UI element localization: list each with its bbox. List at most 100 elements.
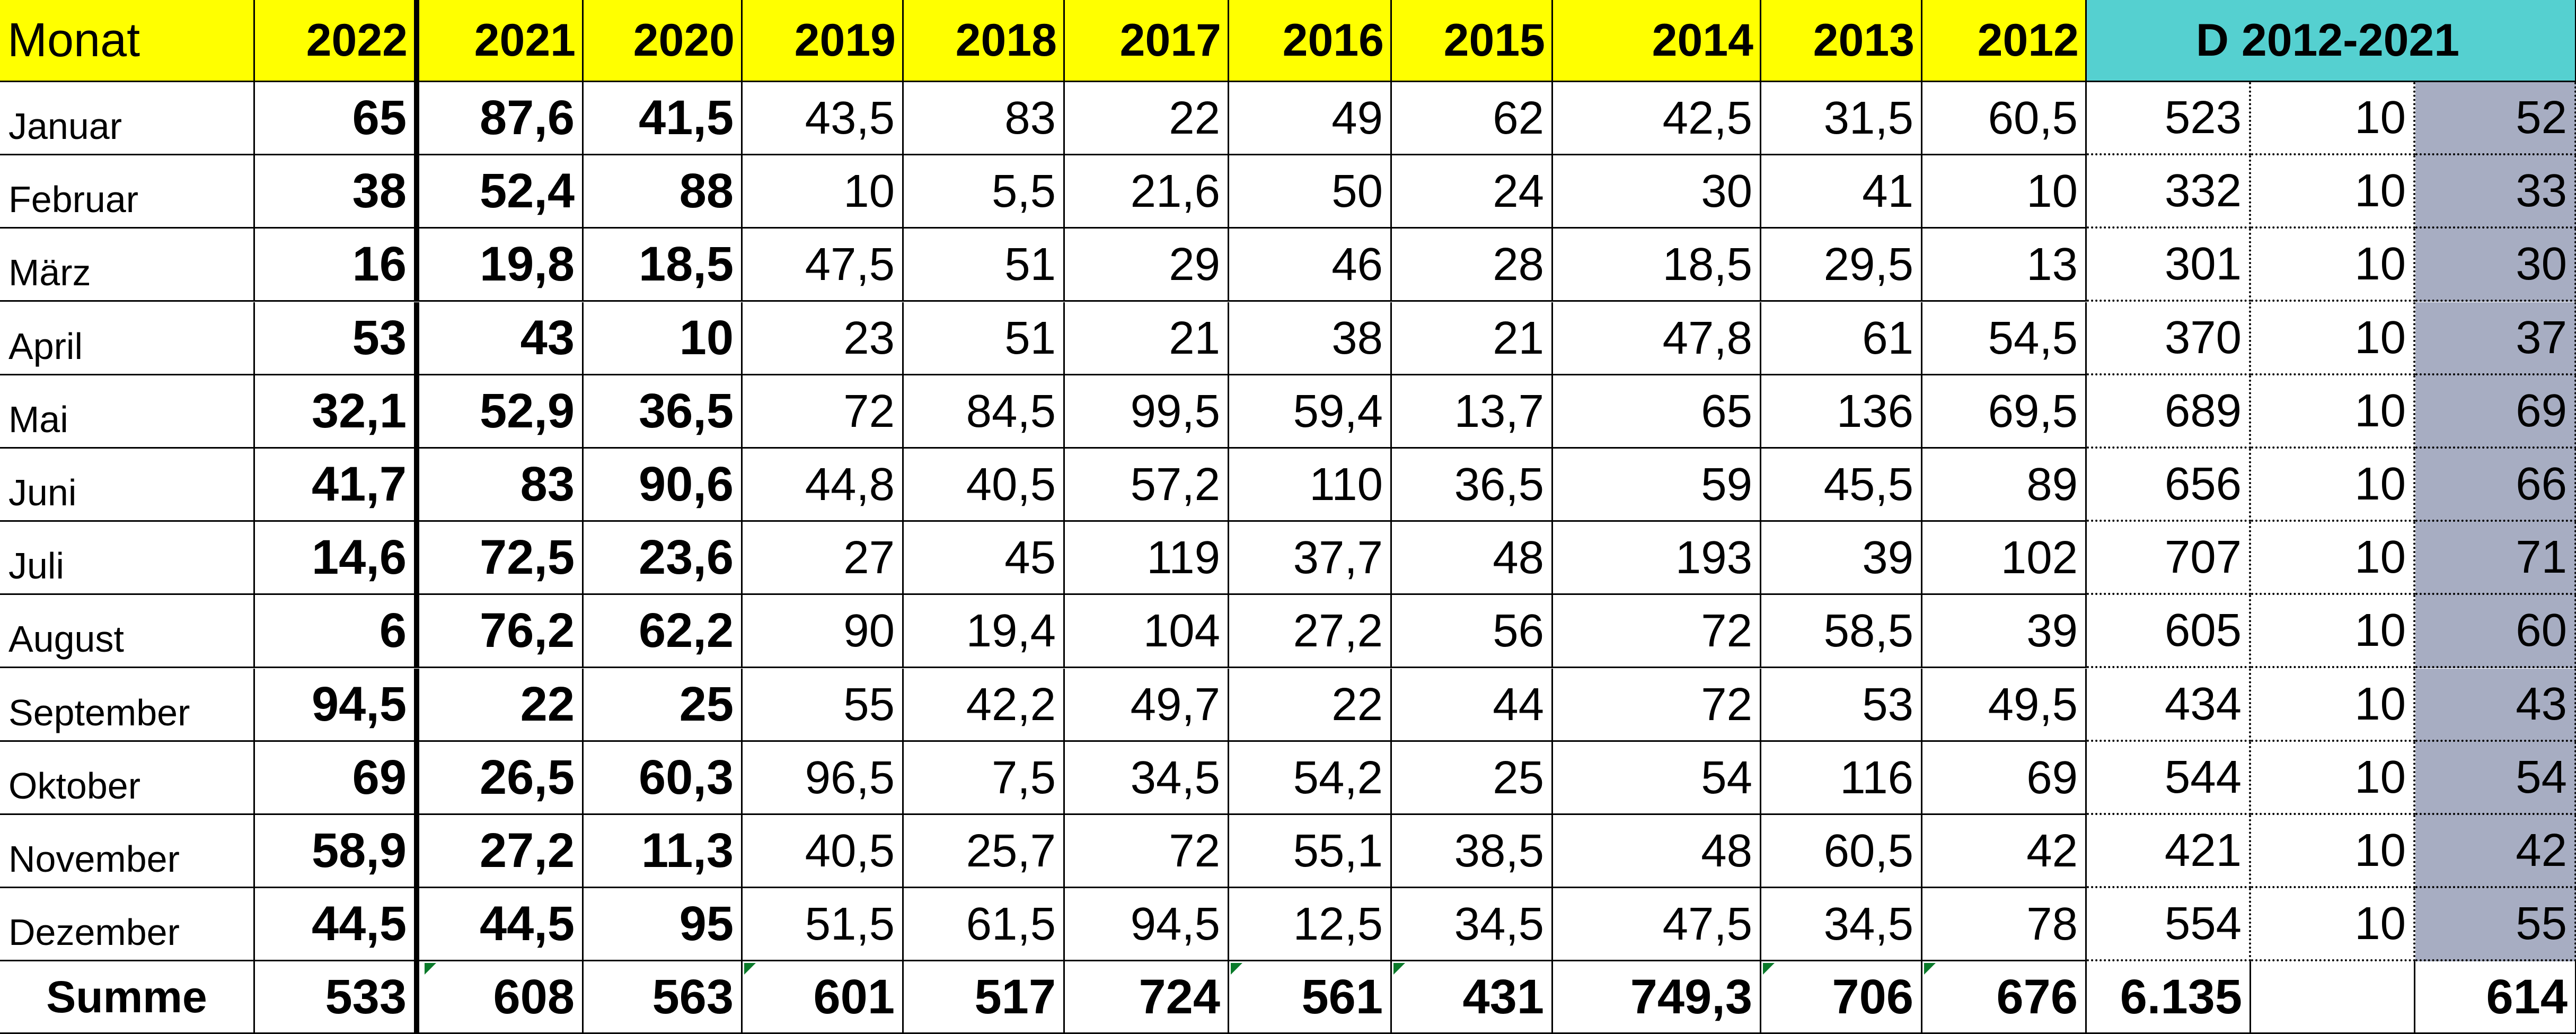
value-cell: 44	[1392, 669, 1553, 742]
count-cell: 10	[2251, 155, 2415, 229]
value-cell: 28	[1392, 229, 1553, 302]
value-cell: 12,5	[1229, 888, 1392, 961]
value-cell: 6	[255, 595, 419, 668]
value-cell: 49,5	[1922, 669, 2087, 742]
total-value: 601	[743, 961, 904, 1034]
value-cell: 69	[1922, 742, 2087, 815]
total-value: 517	[904, 961, 1065, 1034]
month-label: April	[0, 302, 255, 375]
sum-cell: 370	[2087, 302, 2251, 375]
average-cell: 55	[2415, 888, 2576, 961]
value-cell: 32,1	[255, 375, 419, 449]
value-cell: 41,5	[584, 82, 743, 155]
value-cell: 83	[904, 82, 1065, 155]
value-cell: 5,5	[904, 155, 1065, 229]
value-cell: 76,2	[419, 595, 584, 668]
value-cell: 59	[1553, 449, 1761, 522]
header-year: 2021	[419, 0, 584, 82]
sum-cell: 707	[2087, 522, 2251, 595]
average-cell: 37	[2415, 302, 2576, 375]
average-cell: 43	[2415, 669, 2576, 742]
value-cell: 39	[1761, 522, 1922, 595]
month-label: Juli	[0, 522, 255, 595]
value-cell: 36,5	[1392, 449, 1553, 522]
sum-cell: 523	[2087, 82, 2251, 155]
value-cell: 65	[255, 82, 419, 155]
value-cell: 57,2	[1065, 449, 1229, 522]
value-cell: 65	[1553, 375, 1761, 449]
value-cell: 51,5	[743, 888, 904, 961]
value-cell: 21	[1392, 302, 1553, 375]
value-cell: 61,5	[904, 888, 1065, 961]
value-cell: 56	[1392, 595, 1553, 668]
value-cell: 19,4	[904, 595, 1065, 668]
value-cell: 116	[1761, 742, 1922, 815]
value-cell: 60,5	[1761, 815, 1922, 888]
total-value: 724	[1065, 961, 1229, 1034]
value-cell: 23,6	[584, 522, 743, 595]
month-label: März	[0, 229, 255, 302]
empty-cell	[2251, 961, 2415, 1034]
header-year: 2014	[1553, 0, 1761, 82]
value-cell: 95	[584, 888, 743, 961]
total-value: 706	[1761, 961, 1922, 1034]
error-indicator	[744, 963, 756, 975]
total-value: 676	[1922, 961, 2087, 1034]
month-label: September	[0, 669, 255, 742]
value-cell: 47,5	[743, 229, 904, 302]
value-cell: 24	[1392, 155, 1553, 229]
average-cell: 66	[2415, 449, 2576, 522]
value-cell: 40,5	[743, 815, 904, 888]
value-cell: 10	[584, 302, 743, 375]
value-cell: 45,5	[1761, 449, 1922, 522]
sum-cell: 434	[2087, 669, 2251, 742]
value-cell: 94,5	[1065, 888, 1229, 961]
total-value: 749,3	[1553, 961, 1761, 1034]
value-cell: 10	[1922, 155, 2087, 229]
value-cell: 43	[419, 302, 584, 375]
sum-cell: 421	[2087, 815, 2251, 888]
header-month: Monat	[0, 0, 255, 82]
value-cell: 60,3	[584, 742, 743, 815]
count-cell: 10	[2251, 595, 2415, 668]
value-cell: 42	[1922, 815, 2087, 888]
value-cell: 193	[1553, 522, 1761, 595]
total-value: 533	[255, 961, 419, 1034]
header-year: 2016	[1229, 0, 1392, 82]
value-cell: 61	[1761, 302, 1922, 375]
average-cell: 69	[2415, 375, 2576, 449]
value-cell: 72	[1065, 815, 1229, 888]
count-cell: 10	[2251, 449, 2415, 522]
value-cell: 39	[1922, 595, 2087, 668]
month-label: Juni	[0, 449, 255, 522]
value-cell: 43,5	[743, 82, 904, 155]
value-cell: 29,5	[1761, 229, 1922, 302]
value-cell: 23	[743, 302, 904, 375]
value-cell: 62	[1392, 82, 1553, 155]
value-cell: 46	[1229, 229, 1392, 302]
average-cell: 54	[2415, 742, 2576, 815]
value-cell: 22	[419, 669, 584, 742]
value-cell: 69	[255, 742, 419, 815]
value-cell: 52,4	[419, 155, 584, 229]
value-cell: 72,5	[419, 522, 584, 595]
value-cell: 22	[1065, 82, 1229, 155]
value-cell: 42,5	[1553, 82, 1761, 155]
value-cell: 55,1	[1229, 815, 1392, 888]
total-label: Summe	[0, 961, 255, 1034]
value-cell: 89	[1922, 449, 2087, 522]
value-cell: 62,2	[584, 595, 743, 668]
value-cell: 25,7	[904, 815, 1065, 888]
value-cell: 51	[904, 229, 1065, 302]
average-cell: 60	[2415, 595, 2576, 668]
month-label: Januar	[0, 82, 255, 155]
value-cell: 27,2	[419, 815, 584, 888]
sum-cell: 544	[2087, 742, 2251, 815]
value-cell: 87,6	[419, 82, 584, 155]
count-cell: 10	[2251, 82, 2415, 155]
value-cell: 48	[1392, 522, 1553, 595]
total-value: 608	[419, 961, 584, 1034]
value-cell: 58,5	[1761, 595, 1922, 668]
average-cell: 42	[2415, 815, 2576, 888]
